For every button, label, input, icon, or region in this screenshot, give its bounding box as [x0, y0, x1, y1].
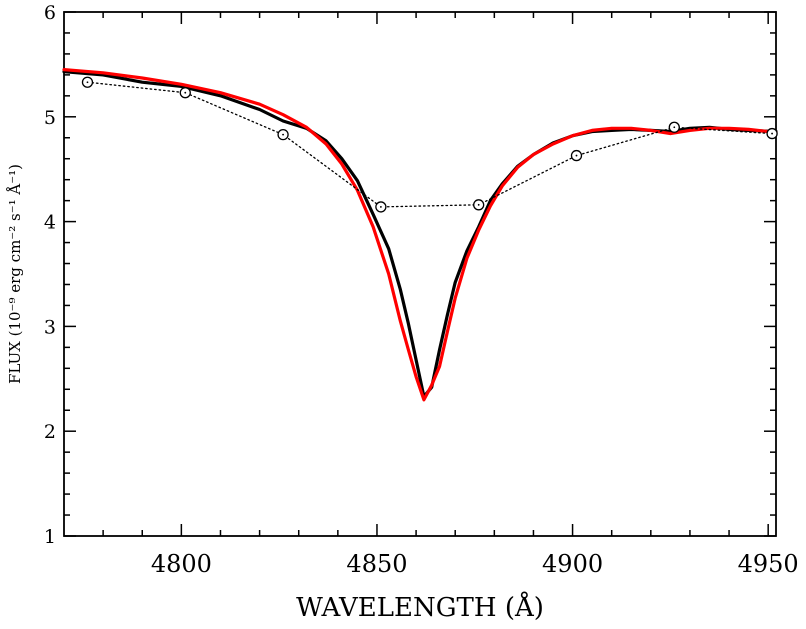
- marker-layer: [81, 76, 778, 213]
- data-point-center: [673, 126, 676, 129]
- dotted-series-line: [86, 81, 773, 208]
- plot-frame: [63, 11, 777, 537]
- data-point-center: [771, 132, 773, 135]
- data-point-center: [184, 91, 187, 94]
- data-point-center: [86, 81, 89, 84]
- x-tick-label: 4900: [542, 550, 603, 578]
- series-layer: [62, 67, 778, 402]
- data-point-center: [477, 203, 480, 206]
- y-tick-label: 5: [44, 107, 56, 129]
- x-tick-label: 4950: [738, 550, 799, 578]
- data-point-center: [379, 206, 382, 208]
- red-model-line: [62, 67, 778, 402]
- data-point-center: [282, 133, 284, 136]
- axis-tick-labels: 4800 4850 4900 4950 1 2 3 4 5 6: [44, 2, 799, 578]
- y-tick-label: 6: [44, 2, 56, 24]
- data-point-center: [575, 154, 578, 157]
- y-tick-label: 4: [44, 212, 56, 234]
- y-tick-label: 1: [44, 526, 56, 548]
- x-tick-label: 4800: [151, 550, 212, 578]
- x-axis-title: WAVELENGTH (Å): [296, 591, 544, 623]
- y-axis-title: FLUX (10⁻⁹ erg cm⁻² s⁻¹ Å⁻¹): [6, 164, 24, 384]
- y-tick-label: 3: [44, 316, 56, 338]
- x-tick-label: 4850: [346, 550, 407, 578]
- axis-ticks: [64, 11, 776, 537]
- y-tick-label: 2: [44, 421, 56, 443]
- black-spectrum-line: [62, 70, 778, 399]
